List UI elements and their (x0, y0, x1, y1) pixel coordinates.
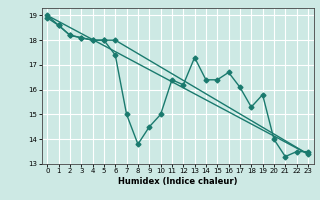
X-axis label: Humidex (Indice chaleur): Humidex (Indice chaleur) (118, 177, 237, 186)
